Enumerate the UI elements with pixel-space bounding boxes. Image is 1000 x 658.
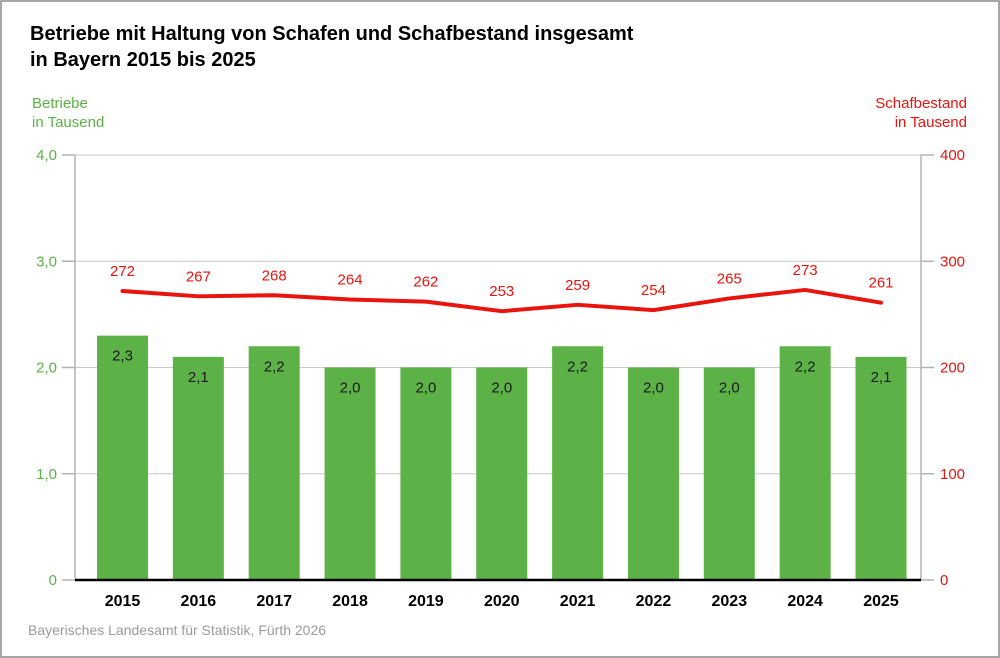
line-value-label: 261 — [868, 275, 893, 292]
bar-2015 — [97, 335, 148, 580]
year-label-2017: 2017 — [256, 593, 292, 610]
bar-value-label: 2,2 — [264, 358, 285, 375]
right-axis-tick-label: 200 — [940, 360, 965, 377]
bar-value-label: 2,2 — [795, 358, 816, 375]
bar-value-label: 2,0 — [643, 380, 664, 397]
year-label-2021: 2021 — [560, 593, 596, 610]
left-axis-tick-label: 4,0 — [36, 147, 57, 164]
right-axis-unit-line2: in Tausend — [894, 114, 967, 131]
bar-2023 — [703, 367, 755, 580]
bar-2022 — [627, 367, 679, 580]
year-label-2025: 2025 — [863, 593, 899, 610]
bar-2020 — [476, 367, 528, 580]
chart-title-line2: in Bayern 2015 bis 2025 — [30, 49, 256, 71]
line-value-label: 253 — [489, 283, 514, 300]
chart-title: Betriebe mit Haltung von Schafen und Sch… — [30, 21, 633, 73]
bar-2017 — [248, 346, 300, 580]
bar-value-label: 2,0 — [415, 380, 436, 397]
year-label-2020: 2020 — [484, 593, 520, 610]
right-axis-unit-label: Schafbestand in Tausend — [875, 94, 967, 132]
line-value-label: 267 — [186, 268, 211, 285]
bar-value-label: 2,0 — [719, 380, 740, 397]
year-label-2022: 2022 — [636, 593, 672, 610]
year-label-2024: 2024 — [787, 593, 823, 610]
right-axis-tick-label: 0 — [940, 572, 948, 589]
left-axis-unit-line1: Betriebe — [32, 95, 88, 112]
line-value-label: 262 — [413, 274, 438, 291]
source-note: Bayerisches Landesamt für Statistik, Für… — [28, 622, 327, 638]
bar-value-label: 2,0 — [491, 380, 512, 397]
line-value-label: 264 — [338, 272, 363, 289]
bar-2021 — [552, 346, 604, 580]
right-axis-tick-label: 300 — [940, 253, 965, 270]
line-value-label: 272 — [110, 263, 135, 280]
year-label-2023: 2023 — [712, 593, 748, 610]
left-axis-unit-line2: in Tausend — [32, 114, 105, 131]
line-value-label: 265 — [717, 270, 742, 287]
left-axis-tick-label: 2,0 — [36, 360, 57, 377]
bar-2019 — [400, 367, 452, 580]
chart-title-line1: Betriebe mit Haltung von Schafen und Sch… — [30, 23, 634, 45]
bar-2025 — [855, 356, 907, 580]
line-value-label: 273 — [793, 262, 818, 279]
right-axis-tick-label: 400 — [940, 147, 965, 164]
right-axis-unit-line1: Schafbestand — [875, 95, 967, 112]
year-label-2015: 2015 — [105, 593, 141, 610]
left-axis-tick-label: 0 — [49, 572, 57, 589]
sheep-stock-line — [120, 287, 883, 314]
bar-value-label: 2,0 — [340, 380, 361, 397]
year-label-2019: 2019 — [408, 593, 444, 610]
bar-value-label: 2,3 — [112, 348, 133, 365]
line-value-label: 254 — [641, 282, 666, 299]
bar-value-label: 2,1 — [871, 369, 892, 386]
year-label-2018: 2018 — [332, 593, 368, 610]
left-axis-tick-label: 1,0 — [36, 466, 57, 483]
left-axis-tick-label: 3,0 — [36, 253, 57, 270]
right-axis-tick-label: 100 — [940, 466, 965, 483]
bar-2018 — [324, 367, 376, 580]
bar-2016 — [172, 356, 224, 580]
line-value-label: 268 — [262, 267, 287, 284]
year-label-2016: 2016 — [181, 593, 217, 610]
bar-2024 — [779, 346, 831, 580]
bar-value-label: 2,2 — [567, 358, 588, 375]
line-value-label: 259 — [565, 277, 590, 294]
bar-value-label: 2,1 — [188, 369, 209, 386]
left-axis-unit-label: Betriebe in Tausend — [32, 94, 104, 132]
